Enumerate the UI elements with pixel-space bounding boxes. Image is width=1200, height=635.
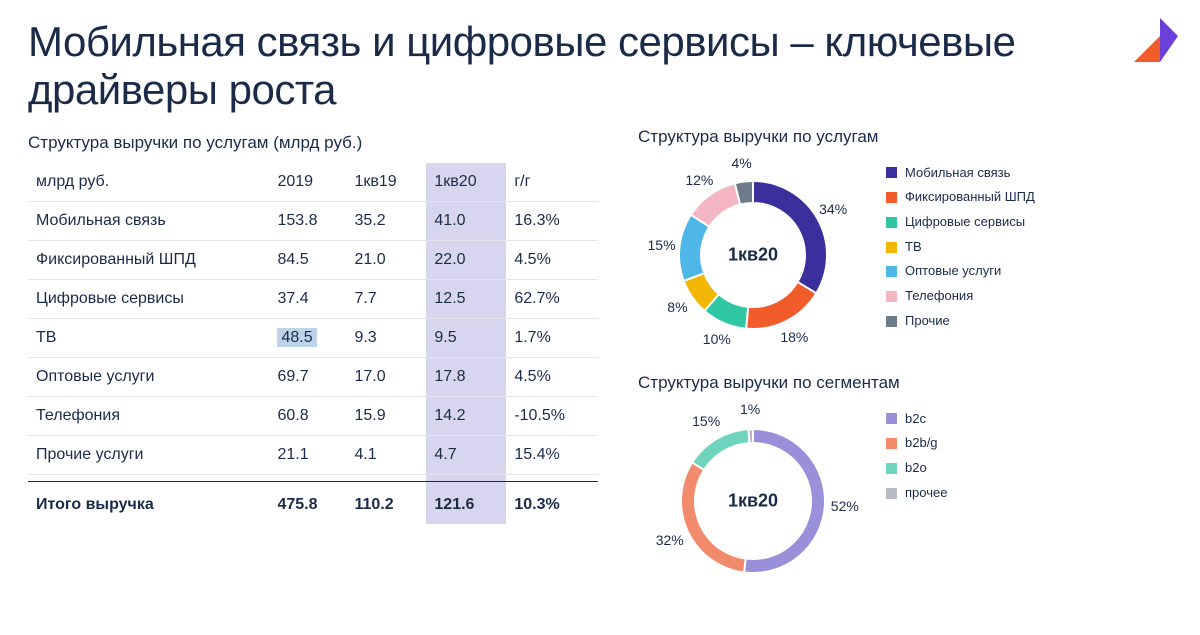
legend-swatch	[886, 463, 897, 474]
table-row: ТВ48.59.39.51.7%	[28, 318, 598, 357]
table-total-row: Итого выручка475.8110.2121.610.3%	[28, 481, 598, 524]
legend-item: Оптовые услуги	[886, 259, 1035, 284]
services-donut-block: Структура выручки по услугам 1кв20 34% 18…	[638, 127, 1172, 355]
col-header: 1кв20	[426, 163, 506, 202]
table-row: Цифровые сервисы37.47.712.562.7%	[28, 279, 598, 318]
col-header: 1кв19	[346, 163, 426, 202]
legend-swatch	[886, 291, 897, 302]
legend-item: b2b/g	[886, 431, 947, 456]
legend-label: прочее	[905, 481, 947, 506]
slice-pct: 12%	[685, 172, 713, 188]
legend-label: Мобильная связь	[905, 161, 1010, 186]
legend-item: Мобильная связь	[886, 161, 1035, 186]
chart2-title: Структура выручки по сегментам	[638, 373, 1172, 393]
services-donut: 1кв20 34% 18% 10% 8% 15% 12% 4%	[638, 155, 868, 355]
donut-slice	[691, 183, 740, 226]
slice-pct: 15%	[648, 237, 676, 253]
legend-label: Телефония	[905, 284, 973, 309]
legend-label: Фиксированный ШПД	[905, 185, 1035, 210]
slice-pct: 1%	[740, 401, 760, 417]
chart2-legend: b2cb2b/gb2oпрочее	[886, 401, 947, 506]
legend-swatch	[886, 242, 897, 253]
slice-pct: 32%	[656, 532, 684, 548]
table-row: Фиксированный ШПД84.521.022.04.5%	[28, 240, 598, 279]
legend-item: b2c	[886, 407, 947, 432]
legend-item: ТВ	[886, 235, 1035, 260]
page-title: Мобильная связь и цифровые сервисы – клю…	[28, 18, 1172, 115]
chart1-center: 1кв20	[728, 244, 778, 265]
slice-pct: 18%	[780, 329, 808, 345]
slice-pct: 10%	[703, 331, 731, 347]
slice-pct: 15%	[692, 413, 720, 429]
donut-slice	[748, 429, 753, 443]
legend-label: Цифровые сервисы	[905, 210, 1025, 235]
chart1-title: Структура выручки по услугам	[638, 127, 1172, 147]
chart1-legend: Мобильная связьФиксированный ШПДЦифровые…	[886, 155, 1035, 334]
brand-logo	[1134, 18, 1178, 62]
legend-swatch	[886, 217, 897, 228]
table-caption: Структура выручки по услугам (млрд руб.)	[28, 133, 598, 153]
legend-label: b2c	[905, 407, 926, 432]
slice-pct: 52%	[831, 498, 859, 514]
legend-swatch	[886, 413, 897, 424]
legend-label: Оптовые услуги	[905, 259, 1001, 284]
legend-label: ТВ	[905, 235, 922, 260]
legend-swatch	[886, 438, 897, 449]
legend-swatch	[886, 316, 897, 327]
donut-slice	[746, 282, 816, 329]
donut-slice	[692, 429, 749, 470]
segments-donut-block: Структура выручки по сегментам 1кв20 52%…	[638, 373, 1172, 601]
legend-swatch	[886, 167, 897, 178]
legend-item: Фиксированный ШПД	[886, 185, 1035, 210]
legend-swatch	[886, 488, 897, 499]
slice-pct: 34%	[819, 201, 847, 217]
legend-item: прочее	[886, 481, 947, 506]
slice-pct: 4%	[731, 155, 751, 171]
revenue-table: млрд руб.20191кв191кв20г/г Мобильная свя…	[28, 163, 598, 524]
legend-item: b2o	[886, 456, 947, 481]
col-header: млрд руб.	[28, 163, 269, 202]
donut-slice	[753, 181, 827, 293]
col-header: 2019	[269, 163, 346, 202]
legend-item: Телефония	[886, 284, 1035, 309]
legend-label: b2o	[905, 456, 927, 481]
slice-pct: 8%	[667, 299, 687, 315]
table-row: Мобильная связь153.835.241.016.3%	[28, 201, 598, 240]
legend-item: Прочие	[886, 309, 1035, 334]
col-header: г/г	[506, 163, 598, 202]
table-row: Прочие услуги21.14.14.715.4%	[28, 435, 598, 474]
legend-swatch	[886, 192, 897, 203]
chart2-center: 1кв20	[728, 490, 778, 511]
segments-donut: 1кв20 52% 32% 15% 1%	[638, 401, 868, 601]
donut-slice	[681, 462, 746, 572]
legend-label: Прочие	[905, 309, 950, 334]
legend-item: Цифровые сервисы	[886, 210, 1035, 235]
table-row: Оптовые услуги69.717.017.84.5%	[28, 357, 598, 396]
legend-swatch	[886, 266, 897, 277]
legend-label: b2b/g	[905, 431, 938, 456]
table-row: Телефония60.815.914.2-10.5%	[28, 396, 598, 435]
